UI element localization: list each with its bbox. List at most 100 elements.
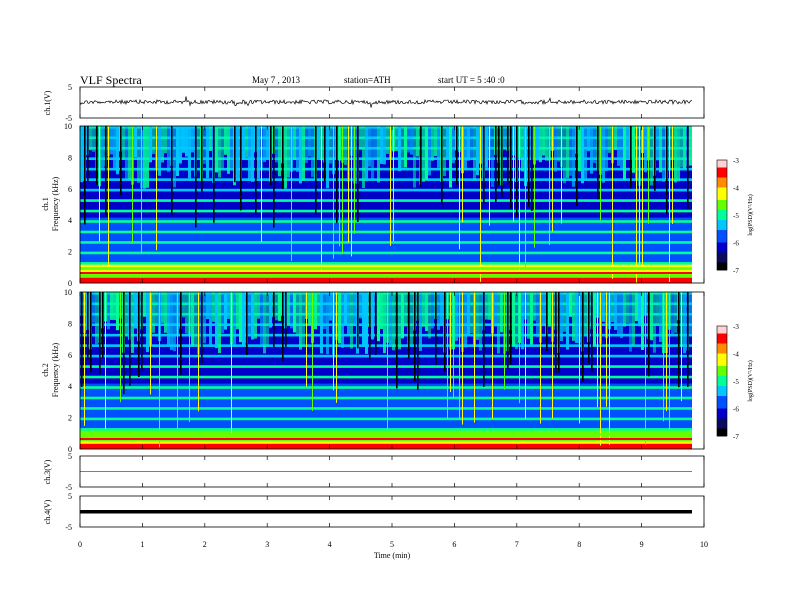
spectrogram-frequency-band <box>80 217 692 221</box>
colorbar-step <box>717 207 727 211</box>
spectrogram-noise-patch <box>350 292 353 349</box>
ch1-colorbar-label: log(PSD)(V²/Hz) <box>747 194 754 235</box>
sferic-impulse-line <box>456 126 458 186</box>
sferic-impulse-line <box>357 292 359 349</box>
spectrogram-noise-patch <box>371 126 374 179</box>
spectrogram-noise-patch <box>167 126 170 173</box>
start-time-label: start UT = 5 :40 :0 <box>438 75 505 85</box>
spectrogram-noise-patch <box>95 292 98 345</box>
spectrogram-noise-patch <box>488 292 491 320</box>
spectrogram-noise-patch <box>656 126 659 161</box>
sferic-impulse-line <box>510 292 512 365</box>
spectrogram-noise-patch <box>626 292 629 323</box>
spectrogram-noise-patch <box>134 292 137 329</box>
spectrogram-noise-patch <box>329 292 332 321</box>
spectrogram-frequency-band <box>80 209 692 213</box>
spectrogram-frequency-band <box>80 178 692 182</box>
spectrogram-noise-patch <box>581 126 584 184</box>
spectrogram-noise-patch <box>113 292 116 321</box>
sferic-impulse-line <box>501 126 503 198</box>
spectrogram-noise-patch <box>158 126 161 176</box>
sferic-impulse-line <box>141 292 143 371</box>
spectrogram-noise-patch <box>383 292 386 354</box>
sferic-impulse-line <box>450 292 451 392</box>
spectrogram-frequency-band <box>80 259 692 263</box>
colorbar-step <box>717 346 727 349</box>
spectrogram-noise-patch <box>632 292 635 346</box>
xtick-label-7: 7 <box>515 540 519 549</box>
colorbar-step <box>717 336 727 339</box>
ch4-ytick-top: 5 <box>68 492 72 501</box>
sferic-impulse-line <box>600 292 601 446</box>
spectrogram-noise-patch <box>359 292 362 319</box>
sferic-impulse-line <box>198 292 199 412</box>
colorbar-step <box>717 217 727 221</box>
colorbar-step <box>717 356 727 359</box>
spectrogram-frequency-band <box>80 370 692 374</box>
spectrogram-noise-patch <box>554 126 557 172</box>
spectrogram-noise-patch <box>203 126 206 164</box>
ch4-ylabel: ch.4(V) <box>43 499 52 524</box>
colorbar-step <box>717 353 727 357</box>
spectrogram-frequency-band <box>80 188 692 192</box>
spectrogram-noise-patch <box>530 292 533 345</box>
colorbar-step <box>717 205 727 208</box>
spectrogram-noise-patch <box>320 292 323 354</box>
sferic-impulse-line <box>630 126 632 189</box>
sferic-impulse-line <box>408 292 410 359</box>
spectrogram-noise-patch <box>248 292 251 336</box>
spectrogram-noise-patch <box>146 126 149 188</box>
ch1-ytick-top: 5 <box>68 83 72 92</box>
ch2-cbar-tick-7: -7 <box>733 433 739 441</box>
ch2-ytick-8: 8 <box>68 319 72 328</box>
colorbar-step <box>717 376 727 379</box>
colorbar-step <box>717 411 727 414</box>
colorbar-step <box>717 341 727 344</box>
spectrogram-noise-patch <box>359 126 362 150</box>
spectrogram-noise-patch <box>470 292 473 333</box>
spectrogram-noise-patch <box>365 292 368 354</box>
sferic-impulse-line <box>108 126 109 272</box>
spectrogram-frequency-band <box>80 167 692 171</box>
spectrogram-noise-patch <box>269 292 272 328</box>
ch2-colorbar <box>717 326 727 437</box>
sferic-impulse-line <box>99 126 100 242</box>
xtick-label-6: 6 <box>452 540 456 549</box>
ch1-spectrogram-panel: 0 2 4 6 8 10 ch.1Frequency (kHz) -3 -4 -… <box>41 122 754 288</box>
colorbar-step <box>717 190 727 193</box>
spectrogram-frequency-band <box>80 435 692 439</box>
colorbar-step <box>717 240 727 243</box>
spectrogram-noise-patch <box>626 126 629 158</box>
spectrogram-noise-patch <box>206 292 209 319</box>
sferic-impulse-line <box>138 292 140 377</box>
spectrogram-noise-patch <box>491 126 494 187</box>
sferic-impulse-line <box>552 126 553 232</box>
ch1-cbar-tick-6: -6 <box>733 240 739 248</box>
spectrogram-noise-patch <box>572 292 575 341</box>
spectrogram-noise-patch <box>632 126 635 173</box>
spectrogram-noise-patch <box>311 126 314 177</box>
spectrogram-noise-patch <box>308 292 311 326</box>
sferic-impulse-line <box>129 292 131 386</box>
colorbar-step <box>717 343 727 347</box>
spectrogram-noise-patch <box>443 126 446 176</box>
sferic-impulse-line <box>282 126 284 189</box>
spectrogram-noise-patch <box>152 292 155 333</box>
sferic-impulse-line <box>591 292 593 372</box>
spectrogram-noise-patch <box>653 292 656 353</box>
sferic-impulse-line <box>588 292 590 364</box>
sferic-impulse-line <box>102 292 104 358</box>
spectrogram-noise-patch <box>230 126 233 170</box>
spectrogram-noise-patch <box>170 292 173 351</box>
spectrogram-noise-patch <box>224 292 227 330</box>
colorbar-step <box>717 396 727 399</box>
sferic-impulse-line <box>171 126 173 216</box>
colorbar-step <box>717 202 727 206</box>
spectrogram-noise-patch <box>464 126 467 169</box>
sferic-impulse-line <box>96 126 98 185</box>
spectrogram-frequency-band <box>80 262 692 265</box>
spectrogram-noise-patch <box>218 292 221 353</box>
colorbar-step <box>717 371 727 374</box>
sferic-impulse-line <box>519 292 520 404</box>
ch1-cbar-tick-7: -7 <box>733 267 739 275</box>
